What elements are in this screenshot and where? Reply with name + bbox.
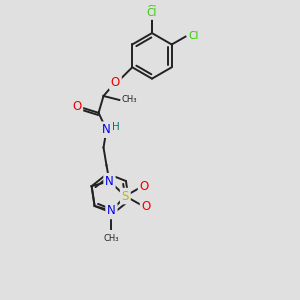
Text: O: O — [142, 200, 151, 214]
Text: O: O — [140, 180, 149, 193]
Text: Cl: Cl — [188, 31, 199, 40]
Text: O: O — [111, 76, 120, 88]
Text: S: S — [122, 190, 129, 202]
Text: CH₃: CH₃ — [121, 95, 137, 104]
Text: CH₃: CH₃ — [104, 234, 119, 243]
Text: H: H — [112, 122, 119, 132]
Text: O: O — [72, 100, 81, 113]
Text: Cl: Cl — [147, 8, 157, 18]
Text: N: N — [105, 175, 114, 188]
Text: Cl: Cl — [147, 5, 157, 15]
Text: N: N — [107, 204, 116, 218]
Text: N: N — [102, 123, 111, 136]
